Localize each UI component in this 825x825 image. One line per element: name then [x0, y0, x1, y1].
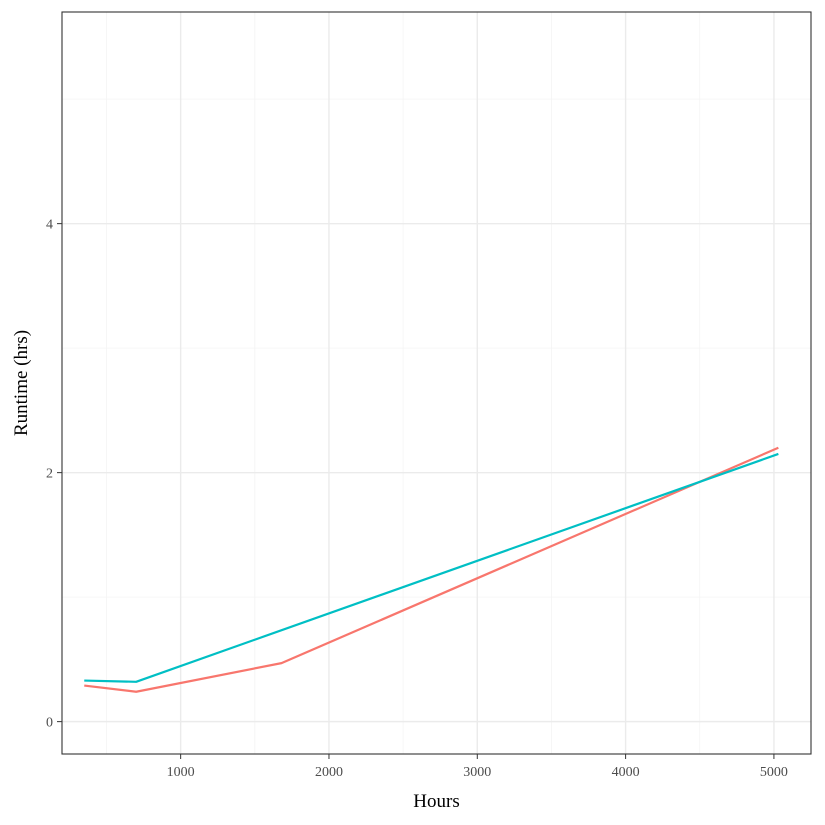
x-tick-label: 3000 — [463, 765, 491, 780]
x-tick-label: 5000 — [760, 765, 788, 780]
y-tick-label: 4 — [46, 218, 53, 233]
x-tick-label: 1000 — [167, 765, 195, 780]
y-tick-label: 2 — [46, 467, 53, 482]
x-tick-label: 2000 — [315, 765, 343, 780]
x-tick-label: 4000 — [612, 765, 640, 780]
minor-gridlines — [62, 12, 811, 754]
y-axis: 0 2 4 — [46, 218, 62, 731]
major-gridlines — [62, 12, 811, 754]
plot-background — [62, 12, 811, 754]
series-layer — [84, 446, 779, 693]
series-line-2 — [84, 452, 779, 683]
y-tick-label: 0 — [46, 716, 53, 731]
panel-border — [61, 11, 812, 755]
x-axis-title: Hours — [413, 791, 459, 812]
x-axis: 1000 2000 3000 4000 5000 — [167, 754, 788, 780]
series-line-1 — [84, 446, 779, 693]
y-axis-title: Runtime (hrs) — [11, 330, 32, 436]
